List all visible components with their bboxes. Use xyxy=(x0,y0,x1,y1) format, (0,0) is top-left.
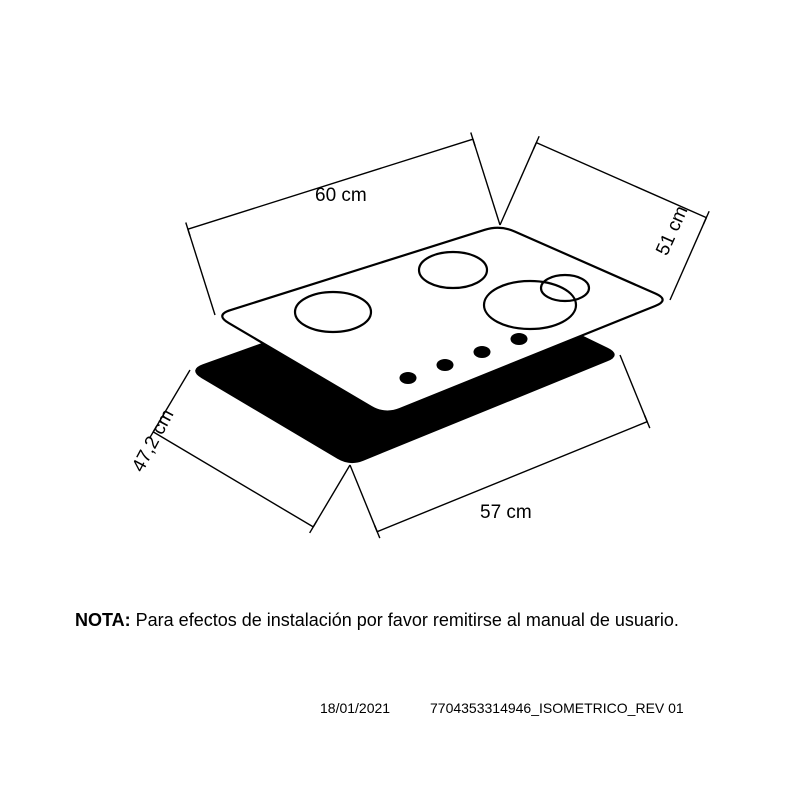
isometric-svg xyxy=(0,0,800,800)
diagram-canvas: 60 cm 51 cm 47,2 cm 57 cm NOTA: Para efe… xyxy=(0,0,800,800)
knob-3 xyxy=(474,346,491,358)
note-text: Para efectos de instalación por favor re… xyxy=(131,610,679,630)
note-prefix: NOTA: xyxy=(75,610,131,630)
footer-ref: 7704353314946_ISOMETRICO_REV 01 xyxy=(430,700,684,716)
knob-1 xyxy=(400,372,417,384)
knob-4 xyxy=(511,333,528,345)
knob-2 xyxy=(437,359,454,371)
dim-label-top: 60 cm xyxy=(315,185,367,207)
dim-label-base: 57 cm xyxy=(480,502,532,524)
installation-note: NOTA: Para efectos de instalación por fa… xyxy=(75,610,679,631)
footer-date: 18/01/2021 xyxy=(320,700,390,716)
